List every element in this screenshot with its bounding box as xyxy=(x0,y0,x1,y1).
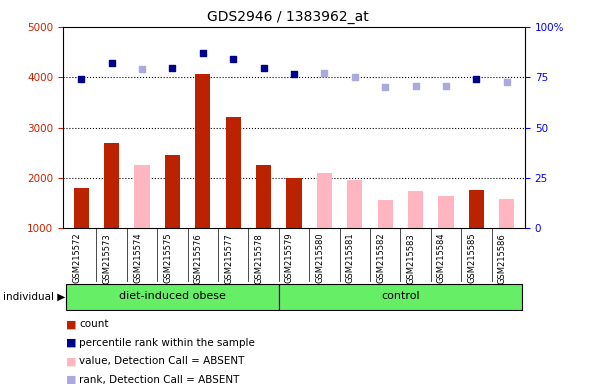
Bar xyxy=(165,155,180,228)
Bar xyxy=(408,191,423,228)
Text: GSM215573: GSM215573 xyxy=(103,233,112,283)
Text: GSM215580: GSM215580 xyxy=(316,233,325,283)
Bar xyxy=(256,165,271,228)
Bar xyxy=(347,180,362,228)
Text: GSM215575: GSM215575 xyxy=(163,233,172,283)
Point xyxy=(380,84,390,91)
Point xyxy=(472,76,481,82)
Point xyxy=(107,60,116,66)
Point xyxy=(167,65,177,71)
Bar xyxy=(286,178,302,228)
Text: GSM215576: GSM215576 xyxy=(194,233,203,283)
Text: GSM215583: GSM215583 xyxy=(407,233,416,283)
Point xyxy=(137,66,147,73)
Text: rank, Detection Call = ABSENT: rank, Detection Call = ABSENT xyxy=(79,375,239,384)
Point xyxy=(198,50,208,56)
Text: GDS2946 / 1383962_at: GDS2946 / 1383962_at xyxy=(207,10,369,23)
Bar xyxy=(469,190,484,228)
Text: GSM215579: GSM215579 xyxy=(285,233,294,283)
Point xyxy=(320,70,329,76)
Point xyxy=(502,79,512,85)
Text: GSM215581: GSM215581 xyxy=(346,233,355,283)
Bar xyxy=(195,74,211,228)
Bar xyxy=(317,172,332,228)
Point xyxy=(441,83,451,89)
Bar xyxy=(226,117,241,228)
FancyBboxPatch shape xyxy=(66,284,279,310)
Point xyxy=(76,76,86,83)
Text: GSM215584: GSM215584 xyxy=(437,233,446,283)
FancyBboxPatch shape xyxy=(279,284,522,310)
Text: ■: ■ xyxy=(66,338,77,348)
Bar xyxy=(377,200,393,228)
Text: individual ▶: individual ▶ xyxy=(3,291,65,302)
Text: GSM215574: GSM215574 xyxy=(133,233,142,283)
Text: GSM215585: GSM215585 xyxy=(467,233,476,283)
Bar xyxy=(439,196,454,228)
Point xyxy=(411,83,421,89)
Bar xyxy=(499,199,514,228)
Text: GSM215572: GSM215572 xyxy=(72,233,81,283)
Text: control: control xyxy=(381,291,419,301)
Text: percentile rank within the sample: percentile rank within the sample xyxy=(79,338,255,348)
Point xyxy=(229,56,238,62)
Point xyxy=(259,65,268,71)
Text: value, Detection Call = ABSENT: value, Detection Call = ABSENT xyxy=(79,356,245,366)
Bar xyxy=(104,143,119,228)
Text: GSM215586: GSM215586 xyxy=(498,233,507,283)
Text: ■: ■ xyxy=(66,375,77,384)
Point xyxy=(350,74,359,80)
Text: count: count xyxy=(79,319,109,329)
Bar xyxy=(74,188,89,228)
Text: ■: ■ xyxy=(66,319,77,329)
Point xyxy=(289,71,299,77)
Bar xyxy=(134,165,149,228)
Text: GSM215577: GSM215577 xyxy=(224,233,233,283)
Text: ■: ■ xyxy=(66,356,77,366)
Text: diet-induced obese: diet-induced obese xyxy=(119,291,226,301)
Text: GSM215582: GSM215582 xyxy=(376,233,385,283)
Text: GSM215578: GSM215578 xyxy=(254,233,263,283)
